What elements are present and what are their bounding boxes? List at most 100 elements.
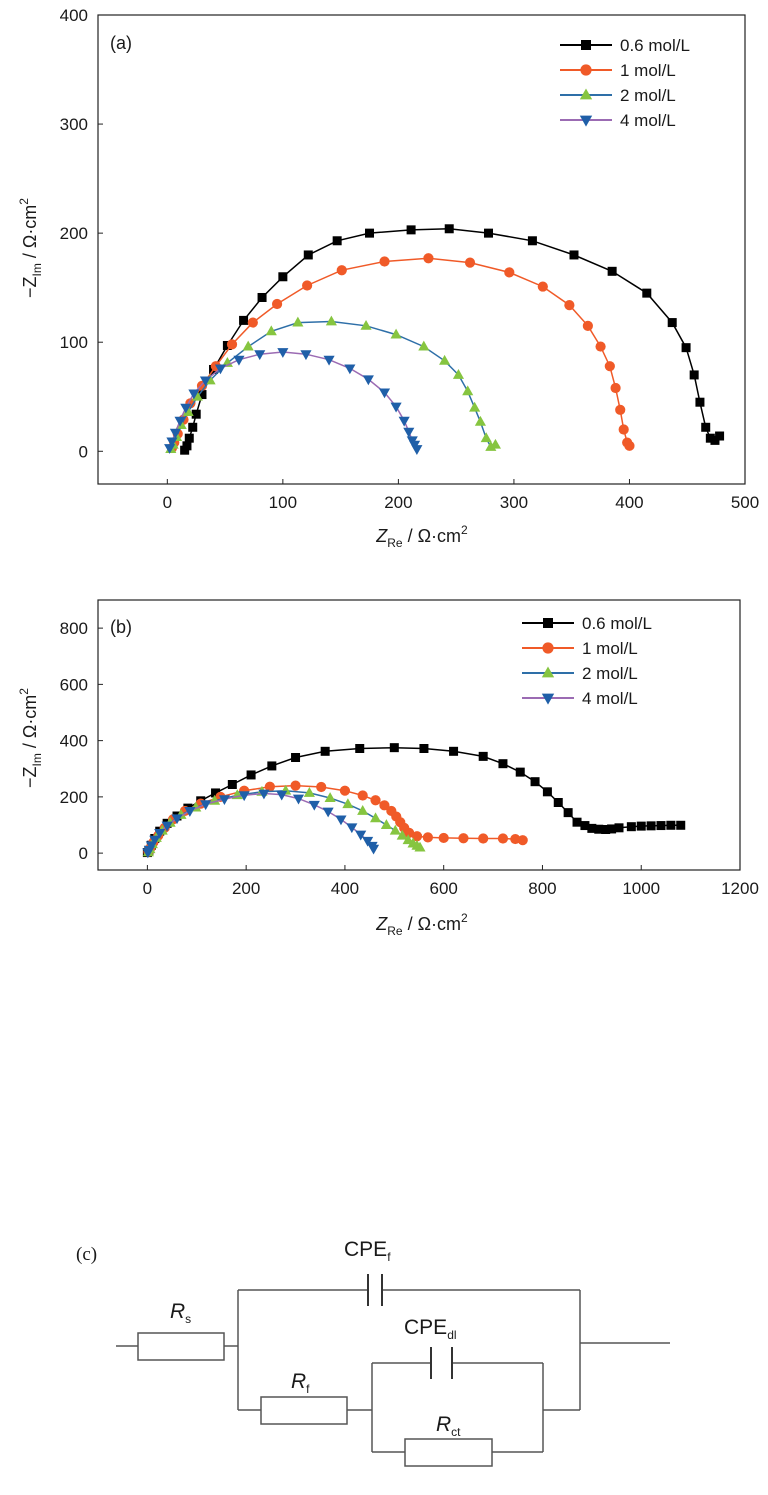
legend-label-4: 4 mol/L	[620, 111, 676, 130]
data-point-series-4	[322, 807, 334, 818]
data-point-series-4	[188, 389, 200, 400]
y-tick-label: 800	[60, 619, 88, 638]
chart-b-panel-label: (b)	[110, 617, 132, 637]
chart-a-ylabel: −ZIm / Ω·cm2	[17, 198, 44, 298]
chart-a-ticks: 0 100 200 300 400 500 0 100 200 300 400	[60, 6, 760, 512]
x-tick-label: 200	[384, 493, 412, 512]
data-point-series-2	[504, 267, 515, 278]
data-point-series-2	[604, 361, 615, 372]
data-point-series-2	[422, 832, 433, 843]
data-point-series-1	[478, 751, 488, 761]
data-point-series-1	[542, 787, 552, 797]
data-point-series-4	[378, 388, 391, 399]
legend-marker-4	[541, 693, 555, 705]
data-point-series-1	[666, 820, 676, 830]
data-point-series-4	[171, 814, 183, 825]
data-point-series-4	[277, 348, 289, 358]
circuit-panel-label: (c)	[76, 1244, 97, 1265]
y-tick-label: 300	[60, 115, 88, 134]
chart-a-series	[164, 224, 725, 456]
data-point-series-1	[594, 824, 604, 834]
data-point-series-3	[191, 390, 203, 401]
data-point-series-3	[452, 369, 465, 379]
x-tick-label: 100	[269, 493, 297, 512]
data-point-series-2	[615, 404, 626, 415]
data-point-series-1	[607, 266, 617, 276]
data-point-series-1	[587, 823, 597, 833]
data-point-series-3	[325, 315, 337, 326]
resistor-rs	[137, 1332, 225, 1361]
chart-b-legend: 0.6 mol/L 1 mol/L 2 mol/L 4 mol/L	[522, 614, 652, 708]
data-point-series-1	[444, 224, 454, 234]
legend-label-3: 2 mol/L	[582, 664, 638, 683]
data-point-series-4	[214, 364, 227, 375]
data-point-series-4	[184, 807, 196, 817]
data-point-series-3	[265, 325, 277, 336]
data-point-series-1	[291, 753, 301, 762]
legend-label-1: 0.6 mol/L	[620, 36, 690, 55]
x-tick-label: 800	[528, 879, 556, 898]
data-point-series-1	[184, 433, 194, 443]
legend-label-1: 0.6 mol/L	[582, 614, 652, 633]
data-point-series-4	[308, 800, 320, 811]
data-point-series-2	[517, 835, 528, 846]
data-point-series-3	[182, 406, 194, 416]
data-point-series-2	[247, 317, 258, 328]
resistor-rct	[404, 1438, 493, 1467]
data-point-series-4	[323, 355, 335, 366]
data-point-series-3	[396, 829, 408, 840]
label-cpe-f: CPEf	[344, 1238, 391, 1264]
data-point-series-3	[480, 432, 492, 443]
label-cpe-dl: CPEdl	[404, 1316, 457, 1342]
data-point-series-3	[324, 792, 336, 802]
legend-marker-2	[580, 64, 592, 76]
x-tick-label: 500	[731, 493, 759, 512]
chart-b: 0 200 400 600 800 1000 1200 0 200 400 600 800 (b) 0…	[17, 599, 759, 938]
data-point-series-1	[607, 824, 617, 834]
data-point-series-3	[303, 787, 315, 797]
data-point-series-1	[572, 817, 582, 827]
data-point-series-2	[336, 265, 347, 276]
y-tick-label: 200	[60, 788, 88, 807]
data-point-series-1	[689, 370, 699, 380]
data-point-series-3	[489, 438, 502, 449]
data-point-series-4	[368, 844, 380, 855]
chart-a: 0 100 200 300 400 500 0 100 200 300 400 (a) 0.6 mo…	[17, 6, 759, 550]
data-point-series-1	[667, 318, 677, 328]
data-point-series-4	[149, 835, 161, 846]
data-point-series-3	[474, 415, 486, 426]
y-tick-label: 400	[60, 732, 88, 751]
data-point-series-2	[618, 424, 629, 435]
data-point-series-2	[624, 440, 635, 451]
data-point-series-4	[300, 350, 312, 361]
data-point-series-4	[355, 830, 367, 841]
x-tick-label: 1000	[622, 879, 660, 898]
x-tick-label: 0	[163, 493, 172, 512]
data-point-series-1	[227, 780, 237, 789]
data-point-series-1	[239, 315, 249, 325]
data-point-series-3	[357, 805, 369, 815]
data-point-series-1	[636, 821, 646, 831]
data-point-series-4	[154, 828, 166, 839]
data-point-series-2	[537, 281, 548, 292]
data-point-series-1	[614, 823, 624, 833]
data-point-series-2	[226, 339, 238, 350]
data-point-series-1	[257, 292, 267, 302]
data-point-series-4	[218, 795, 230, 806]
data-point-series-1	[563, 808, 573, 818]
y-tick-label: 400	[60, 6, 88, 25]
data-point-series-1	[642, 288, 652, 298]
data-point-series-4	[403, 427, 415, 438]
x-tick-label: 400	[331, 879, 359, 898]
chart-b-frame	[97, 599, 741, 871]
data-point-series-3	[418, 340, 430, 351]
data-point-series-4	[233, 355, 245, 366]
data-point-series-3	[414, 841, 426, 852]
data-point-series-1	[406, 225, 416, 235]
data-point-series-4	[258, 789, 270, 800]
y-tick-label: 0	[79, 442, 88, 461]
data-point-series-2	[271, 298, 283, 310]
data-point-series-1	[601, 825, 611, 834]
data-point-series-1	[267, 761, 277, 771]
